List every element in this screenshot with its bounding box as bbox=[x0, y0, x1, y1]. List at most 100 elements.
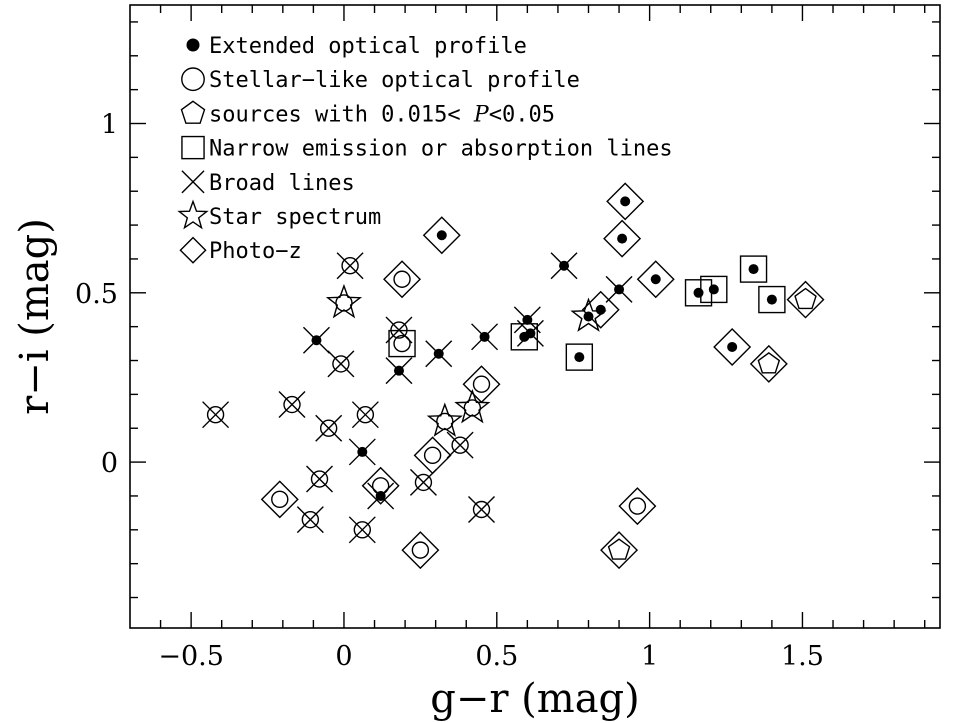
filled-circle-marker bbox=[186, 38, 200, 52]
data-point bbox=[278, 391, 306, 419]
legend: Extended optical profile Stellar−like opt… bbox=[177, 34, 673, 264]
data-point bbox=[513, 306, 541, 334]
legend-entry: Narrow emission or absorption lines bbox=[181, 135, 673, 162]
open-circle-marker bbox=[335, 294, 353, 312]
open-circle-marker bbox=[628, 497, 647, 515]
square-marker bbox=[700, 275, 728, 304]
filled-circle-marker bbox=[617, 233, 628, 244]
pentagon-marker bbox=[180, 100, 206, 124]
diamond-marker bbox=[603, 219, 642, 258]
square-marker bbox=[388, 329, 416, 358]
cross-marker bbox=[278, 391, 306, 419]
data-point bbox=[413, 436, 452, 475]
data-point bbox=[605, 275, 633, 303]
data-point bbox=[348, 438, 376, 466]
legend-label: sources with 0.015< P<0.05 bbox=[209, 102, 555, 127]
diamond-marker bbox=[713, 327, 752, 366]
cross-marker bbox=[181, 170, 205, 194]
data-point bbox=[306, 465, 334, 493]
x-tick-label: 1.5 bbox=[781, 641, 824, 672]
data-point bbox=[468, 495, 496, 523]
legend-label: Star spectrum bbox=[209, 205, 381, 230]
open-circle-marker bbox=[206, 405, 225, 424]
pentagon-marker bbox=[757, 352, 781, 374]
star-marker bbox=[426, 402, 463, 437]
cross-marker bbox=[348, 438, 376, 466]
data-point bbox=[550, 252, 578, 280]
x-tick-label: −0.5 bbox=[158, 641, 224, 672]
tick-labels: −0.5 0 0.5 1 1.5 0 0.5 1 bbox=[75, 110, 824, 672]
filled-circle-marker bbox=[436, 230, 447, 241]
data-point bbox=[296, 506, 324, 534]
data-point bbox=[471, 323, 499, 351]
filled-circle-marker bbox=[583, 311, 594, 322]
axis-ticks bbox=[130, 5, 940, 628]
x-tick-label: 1 bbox=[641, 641, 658, 672]
data-point bbox=[348, 516, 376, 544]
diamond-marker bbox=[361, 466, 400, 505]
filled-circle-marker bbox=[727, 341, 738, 352]
cross-marker bbox=[471, 323, 499, 351]
open-circle-marker bbox=[356, 405, 375, 424]
pentagon-marker bbox=[794, 287, 817, 310]
open-circle-marker bbox=[181, 67, 205, 92]
cross-marker bbox=[468, 495, 496, 523]
data-point bbox=[636, 260, 675, 299]
diamond-marker bbox=[786, 280, 825, 319]
cross-marker bbox=[367, 482, 395, 510]
cross-marker bbox=[315, 414, 343, 442]
data-point bbox=[446, 431, 474, 459]
data-point bbox=[581, 290, 620, 329]
legend-entry: sources with 0.015< P<0.05 bbox=[180, 100, 555, 127]
cross-marker bbox=[550, 252, 578, 280]
cross-marker bbox=[516, 319, 544, 347]
y-tick-label: 0 bbox=[101, 448, 118, 479]
square-marker bbox=[739, 255, 768, 283]
cross-marker bbox=[385, 357, 413, 385]
data-point bbox=[758, 285, 786, 314]
data-point bbox=[260, 480, 299, 519]
open-circle-marker bbox=[319, 419, 338, 437]
data-point bbox=[618, 487, 657, 526]
data-point bbox=[425, 340, 453, 368]
data-point bbox=[749, 344, 788, 383]
legend-entry: Photo−z bbox=[179, 236, 302, 264]
open-circle-marker bbox=[423, 446, 442, 465]
open-circle-marker bbox=[414, 473, 433, 492]
cross-marker bbox=[306, 465, 334, 493]
open-circle-marker bbox=[353, 521, 372, 539]
filled-circle-marker bbox=[620, 196, 631, 207]
legend-label: Stellar−like optical profile bbox=[209, 68, 580, 93]
star-marker bbox=[325, 283, 363, 319]
data-point bbox=[462, 365, 501, 404]
y-tick-label: 0.5 bbox=[75, 279, 118, 310]
diamond-marker bbox=[749, 344, 788, 383]
filled-circle-marker bbox=[708, 284, 719, 295]
open-circle-marker bbox=[332, 355, 350, 373]
open-circle-marker bbox=[411, 541, 430, 559]
filled-circle-marker bbox=[693, 287, 704, 298]
legend-entry: Broad lines bbox=[181, 170, 355, 196]
legend-label: Extended optical profile bbox=[209, 34, 527, 59]
open-circle-marker bbox=[436, 412, 454, 431]
diamond-marker bbox=[600, 531, 639, 570]
plot-frame bbox=[129, 4, 941, 629]
cross-marker bbox=[605, 275, 633, 303]
diamond-marker bbox=[422, 216, 461, 255]
data-point bbox=[302, 326, 330, 354]
data-point bbox=[600, 531, 639, 570]
y-axis-title: r−i (mag) bbox=[12, 218, 58, 415]
diamond-marker bbox=[179, 236, 207, 264]
open-circle-marker bbox=[271, 490, 289, 509]
diamond-marker bbox=[401, 531, 440, 570]
open-circle-marker bbox=[283, 395, 301, 414]
open-circle-marker bbox=[393, 334, 411, 353]
data-point bbox=[713, 327, 752, 366]
legend-label: Broad lines bbox=[209, 171, 355, 196]
open-circle-marker bbox=[472, 375, 491, 393]
data-point bbox=[565, 343, 594, 371]
data-point bbox=[422, 216, 461, 255]
open-circle-marker bbox=[301, 510, 320, 529]
data-point bbox=[603, 219, 642, 258]
